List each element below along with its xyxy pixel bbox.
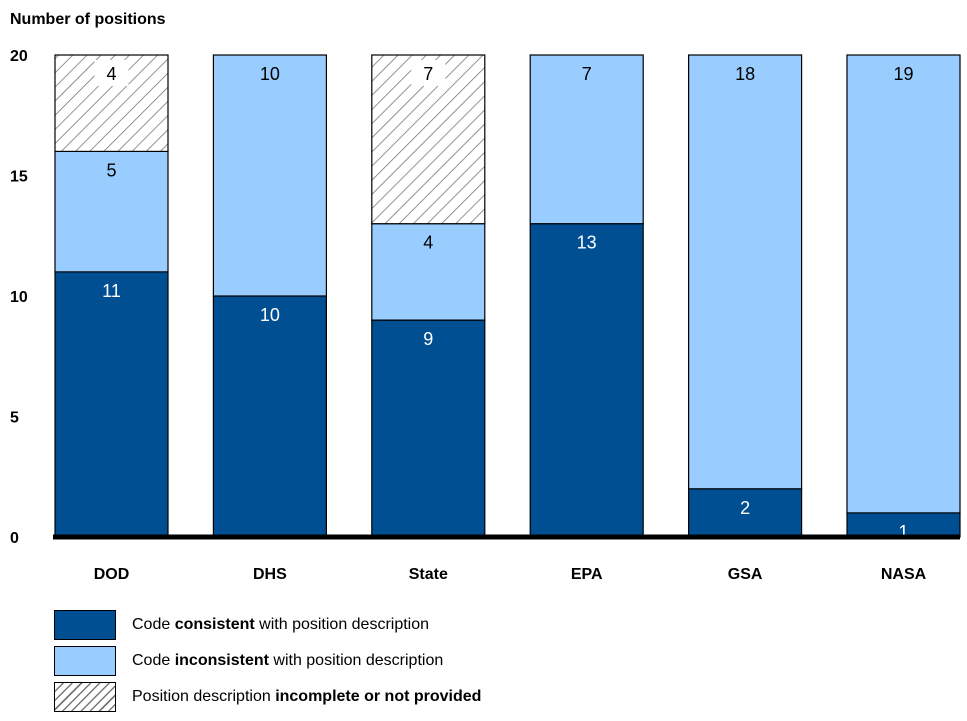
- bar-segment-consistent: [687, 488, 803, 538]
- data-label-incomplete: 4: [106, 64, 116, 84]
- x-axis-labels: DOD DHS State EPA GSA NASA: [94, 566, 927, 583]
- bar-segment-consistent: [529, 223, 644, 538]
- y-tick-label: 15: [10, 169, 28, 186]
- x-tick-label: DHS: [253, 566, 287, 583]
- data-label-consistent: 2: [740, 498, 750, 518]
- bar-segment-consistent: [846, 512, 961, 538]
- y-axis-title: Number of positions: [10, 11, 166, 28]
- legend-label-consistent: Code consistent with position descriptio…: [132, 616, 430, 633]
- bar-segment-consistent: [212, 295, 327, 538]
- legend-swatch-incomplete: [54, 682, 116, 712]
- y-tick-label: 20: [10, 48, 28, 65]
- legend-item-inconsistent: Code inconsistent with position descript…: [54, 644, 481, 678]
- bar-segment-inconsistent: [371, 223, 486, 321]
- data-label-inconsistent: 10: [260, 64, 280, 84]
- y-tick-label: 10: [10, 289, 28, 306]
- data-label-inconsistent: 19: [893, 64, 913, 84]
- data-label-inconsistent: 18: [735, 64, 755, 84]
- x-tick-label: NASA: [881, 566, 927, 583]
- x-tick-label: EPA: [571, 566, 603, 583]
- bar-segment-inconsistent: [529, 54, 644, 225]
- bar-segment-inconsistent: [54, 150, 169, 273]
- data-label-incomplete: 7: [423, 64, 433, 84]
- data-label-consistent: 1: [898, 522, 908, 542]
- data-label-consistent: 10: [260, 305, 280, 325]
- bars: 11 5 4 10 10 9 4 7 13 7 2 18 1 19: [54, 54, 961, 542]
- legend-label-incomplete: Position description incomplete or not p…: [132, 688, 482, 705]
- bar-segment-inconsistent: [687, 54, 803, 490]
- legend-item-incomplete: Position description incomplete or not p…: [54, 680, 481, 714]
- data-label-background: [94, 60, 129, 86]
- data-label-consistent: 11: [102, 281, 121, 301]
- data-label-consistent: 9: [423, 329, 433, 349]
- data-label-background: [411, 60, 446, 86]
- legend-swatch-consistent: [54, 610, 116, 640]
- data-label-inconsistent: 7: [582, 64, 592, 84]
- bar-segment-inconsistent: [846, 54, 961, 514]
- y-tick-label: 5: [10, 410, 19, 427]
- legend-item-consistent: Code consistent with position descriptio…: [54, 608, 481, 642]
- x-tick-label: State: [409, 566, 448, 583]
- y-axis-ticks: 0 5 10 15 20: [10, 48, 28, 547]
- data-label-inconsistent: 4: [423, 233, 433, 253]
- bar-segment-consistent: [54, 271, 169, 538]
- stacked-bar-chart: Number of positions 0 5 10 15 20 11 5 4 10 10 9 4 7…: [10, 11, 961, 583]
- legend: Code consistent with position descriptio…: [54, 608, 481, 716]
- legend-label-inconsistent: Code inconsistent with position descript…: [132, 652, 444, 669]
- x-tick-label: GSA: [728, 566, 763, 583]
- data-label-inconsistent: 5: [106, 160, 116, 180]
- y-tick-label: 0: [10, 530, 19, 547]
- x-tick-label: DOD: [94, 566, 130, 583]
- bar-segment-consistent: [371, 319, 486, 538]
- data-label-consistent: 13: [577, 233, 597, 253]
- bar-segment-inconsistent: [212, 54, 327, 297]
- legend-swatch-inconsistent: [54, 646, 116, 676]
